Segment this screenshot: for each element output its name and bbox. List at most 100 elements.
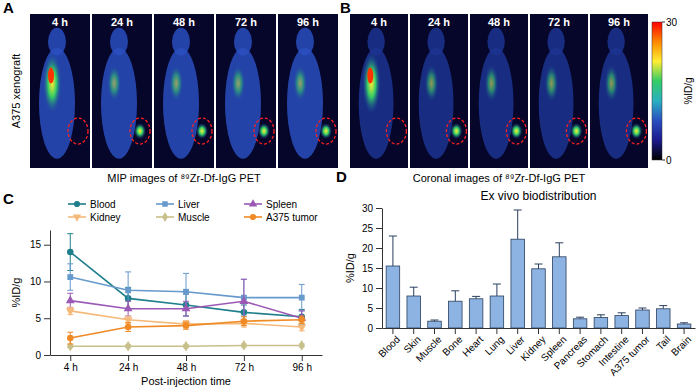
tick-mark <box>128 355 129 361</box>
colorbar-tick <box>662 22 665 23</box>
error-bar-part <box>555 242 563 243</box>
colorbar-tick <box>662 160 665 161</box>
tick-label: 24 h <box>119 362 138 373</box>
tick-mark <box>376 308 382 309</box>
axis: BloodSkinMuscleBoneHeartLungLiverKidneyS… <box>376 328 695 378</box>
tumor-outline <box>130 118 150 144</box>
error-bar <box>680 323 688 324</box>
marker <box>241 340 247 351</box>
frame-label: 48 h <box>173 16 195 28</box>
error-bar-part <box>638 308 646 309</box>
error-bar <box>183 322 189 329</box>
tick-mark <box>600 328 601 334</box>
tick-label: 15 <box>362 263 374 274</box>
tumor-outline <box>386 118 406 144</box>
colorbar-tick-label: 30 <box>666 17 678 28</box>
tumor-uptake <box>320 123 332 139</box>
marker <box>239 296 248 304</box>
error-bar-part <box>125 316 131 317</box>
axis: 051015 <box>30 231 51 361</box>
image-background <box>92 14 152 168</box>
frame-label: 96 h <box>608 16 630 28</box>
error-bar-part <box>455 291 456 301</box>
marker <box>66 308 75 316</box>
image-background <box>30 14 90 168</box>
legend-label: Liver <box>178 199 200 210</box>
tumor-outline <box>68 118 88 144</box>
tick-label: 25 <box>362 223 374 234</box>
tick-label: Blood <box>376 334 402 360</box>
error-bar-part <box>183 301 189 302</box>
line-chart: C4 h24 h48 h72 h96 h051015BloodLiverSple… <box>3 190 323 387</box>
legend-marker <box>74 201 80 207</box>
tick: 15 <box>362 263 382 274</box>
mouse-body <box>287 48 323 159</box>
tick-mark <box>517 328 518 334</box>
marker <box>182 322 191 330</box>
mouse-head <box>607 28 624 56</box>
error-bar-part <box>241 279 247 280</box>
bar <box>490 296 504 328</box>
side-label: A375 xenograft <box>10 54 22 129</box>
tumor-uptake <box>258 123 270 139</box>
error-bar <box>299 311 305 326</box>
error-bar <box>241 317 247 326</box>
error-bar-part <box>472 296 480 297</box>
mouse-body <box>599 48 634 159</box>
mouse-head <box>367 28 384 56</box>
tick-mark <box>376 228 382 229</box>
tick-mark <box>376 268 382 269</box>
axis-line <box>382 209 383 329</box>
error-bar-part <box>183 316 189 317</box>
tick: Bone <box>440 328 465 358</box>
tick-mark <box>580 328 581 334</box>
tick-label: 96 h <box>293 362 312 373</box>
error-bar-part <box>514 210 522 211</box>
pet-image: 48 h <box>154 14 214 168</box>
error-bar-part <box>125 316 131 317</box>
tick-mark <box>434 328 435 334</box>
tick: 5 <box>35 313 50 324</box>
error-bar-part <box>67 233 73 234</box>
frame-label: 96 h <box>297 16 319 28</box>
error-bar-part <box>535 264 543 265</box>
tumor-uptake <box>450 123 462 139</box>
tick: 4 h <box>64 355 78 373</box>
marker <box>298 316 305 323</box>
mouse-head <box>110 28 128 56</box>
error-bar-part <box>392 236 393 266</box>
error-bar <box>299 316 305 323</box>
tick-mark <box>70 355 71 361</box>
pet-image: 72 h <box>530 14 588 168</box>
legend-label: Muscle <box>178 212 210 223</box>
marker <box>299 295 305 301</box>
frame-label: 24 h <box>111 16 133 28</box>
tick: Muscle <box>414 328 444 364</box>
error-bar-part <box>659 305 667 306</box>
uptake-spot <box>43 53 62 115</box>
axis: 051015202530 <box>362 203 383 334</box>
marker <box>66 295 75 303</box>
tick-label: 10 <box>30 276 42 287</box>
plot-area <box>66 234 306 352</box>
tick-label: A375 tumor <box>607 333 652 378</box>
image-background <box>154 14 214 168</box>
error-bar <box>67 264 73 290</box>
error-bar <box>618 313 626 316</box>
error-bar <box>597 315 605 318</box>
tick-label: 48 h <box>177 362 196 373</box>
tick-mark <box>559 328 560 334</box>
error-bar-part <box>299 310 305 311</box>
pet-image: 96 h <box>278 14 338 168</box>
uptake-spot <box>425 65 439 102</box>
error-bar-part <box>125 331 131 332</box>
tick: 48 h <box>177 355 196 373</box>
frame-label: 24 h <box>428 16 450 28</box>
legend-label: Blood <box>90 199 116 210</box>
y-axis-title: %ID/g <box>344 253 356 283</box>
tick: 10 <box>362 283 382 294</box>
mouse-head <box>172 28 190 56</box>
tick: 30 <box>362 203 382 214</box>
x-axis-title: Post-injection time <box>141 375 231 387</box>
mouse-body <box>419 48 454 159</box>
